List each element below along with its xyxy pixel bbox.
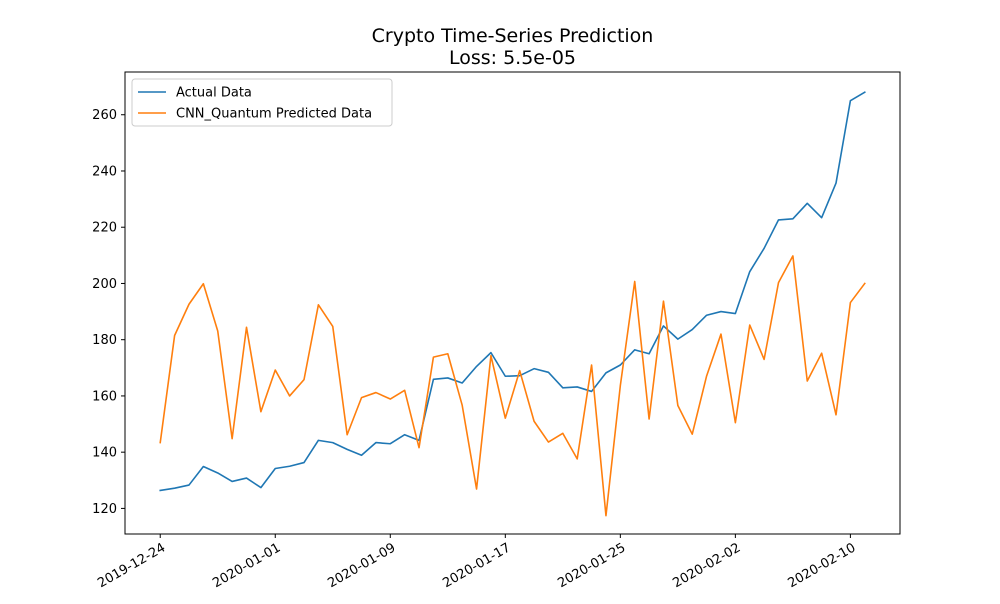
y-tick-label: 140 — [92, 446, 117, 461]
legend-box — [131, 78, 393, 127]
y-tick-label: 260 — [92, 108, 117, 123]
y-tick-label: 220 — [92, 221, 117, 236]
legend-label: Actual Data — [176, 86, 252, 101]
legend: Actual Data CNN_Quantum Predicted Data — [131, 78, 393, 127]
legend-label: CNN_Quantum Predicted Data — [176, 107, 372, 122]
y-tick-label: 160 — [92, 389, 117, 404]
y-tick-label: 240 — [92, 164, 117, 179]
axes-frame — [124, 71, 901, 535]
y-tick-label: 120 — [92, 502, 117, 517]
series-line-predicted — [159, 255, 866, 517]
chart-title: Crypto Time-Series Prediction — [372, 25, 654, 47]
series-line-actual — [159, 91, 866, 492]
chart-subtitle: Loss: 5.5e-05 — [449, 47, 576, 69]
y-tick-label: 180 — [92, 333, 117, 348]
y-tick-label: 200 — [92, 277, 117, 292]
